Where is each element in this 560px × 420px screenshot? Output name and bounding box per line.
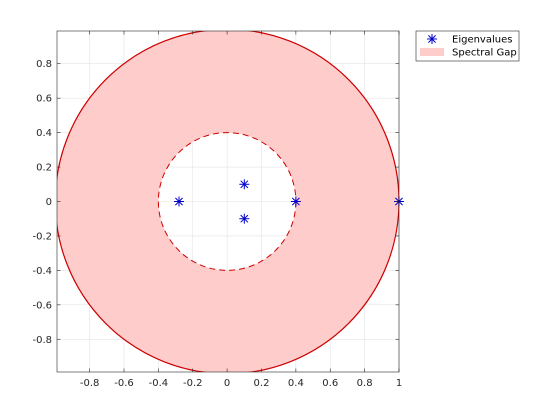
- x-tick-label: 0.2: [254, 378, 270, 389]
- x-tick-label: 0: [224, 378, 230, 389]
- y-tick-label: -0.4: [32, 266, 52, 277]
- x-tick-label: -0.2: [183, 378, 203, 389]
- x-tick-labels: -0.8 -0.6 -0.4 -0.2 0 0.2 0.4 0.6 0.8 1: [80, 378, 402, 389]
- y-tick-label: 0.6: [36, 94, 52, 105]
- legend-asterisk-mark: [427, 34, 437, 44]
- y-tick-label: 0: [46, 197, 52, 208]
- eigenvalue-point: [239, 213, 250, 224]
- x-tick-label: 0.6: [322, 378, 338, 389]
- spectral-gap-fill: [57, 31, 399, 372]
- x-tick-label: 1: [396, 378, 402, 389]
- x-tick-label: 0.8: [357, 378, 373, 389]
- x-tick-label: -0.8: [80, 378, 100, 389]
- x-tick-label: 0.4: [288, 378, 304, 389]
- legend: Eigenvalues Spectral Gap: [415, 30, 520, 62]
- y-tick-label: -0.2: [32, 231, 52, 242]
- y-tick-label: 0.8: [36, 59, 52, 70]
- axis-ticks: [57, 31, 400, 372]
- y-tick-label: -0.6: [32, 300, 52, 311]
- eigenvalue-point: [290, 196, 301, 207]
- y-tick-labels: -0.8 -0.6 -0.4 -0.2 0 0.2 0.4 0.6 0.8: [32, 59, 52, 346]
- x-tick-label: -0.6: [114, 378, 134, 389]
- x-tick-label: -0.4: [149, 378, 169, 389]
- legend-label-eigenvalues: Eigenvalues: [452, 35, 512, 46]
- y-tick-label: 0.2: [36, 163, 52, 174]
- eigenvalue-point: [173, 196, 184, 207]
- eigenvalue-point: [239, 179, 250, 190]
- y-tick-label: -0.8: [32, 335, 52, 346]
- legend-label-spectral-gap: Spectral Gap: [452, 48, 517, 59]
- legend-patch-spectral-gap: [420, 48, 444, 56]
- y-tick-label: 0.4: [36, 128, 52, 139]
- legend-asterisk-icon: [427, 34, 437, 44]
